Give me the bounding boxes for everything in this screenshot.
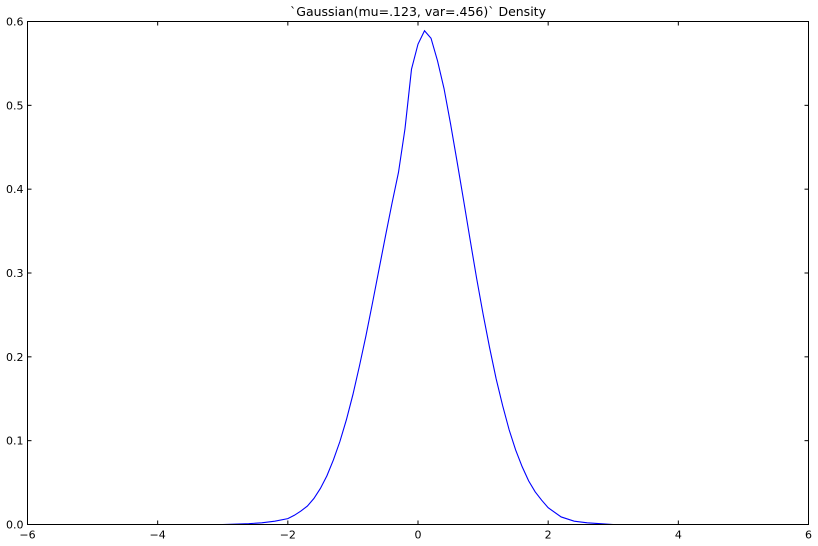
series-layer (92, 29, 744, 526)
y-tick-label: 0.1 (6, 435, 24, 448)
plot-frame (27, 21, 809, 525)
x-tick-label: −4 (150, 529, 166, 542)
x-tick-label: 2 (545, 529, 552, 542)
y-tick-label: 0.5 (6, 99, 24, 112)
density-curve-0 (92, 29, 744, 526)
chart-title: `Gaussian(mu=.123, var=.456)` Density (290, 4, 547, 19)
x-tick-label: −2 (280, 529, 296, 542)
x-tick-label: 4 (675, 529, 682, 542)
tick-labels-layer: −6 −4 −2 0 2 4 6 0.0 0.1 0.2 0.3 0.4 0.5 0.6 (6, 16, 812, 542)
y-tick-label: 0.3 (6, 267, 24, 280)
y-tick-label: 0.6 (6, 16, 24, 29)
y-tick-label: 0.4 (6, 183, 24, 196)
y-tick-label: 0.2 (6, 351, 24, 364)
x-tick-label: 0 (415, 529, 422, 542)
y-tick-label: 0.0 (6, 519, 24, 532)
x-tick-label: 6 (805, 529, 812, 542)
x-tick-label: −6 (19, 529, 35, 542)
ticks-layer (27, 21, 809, 525)
